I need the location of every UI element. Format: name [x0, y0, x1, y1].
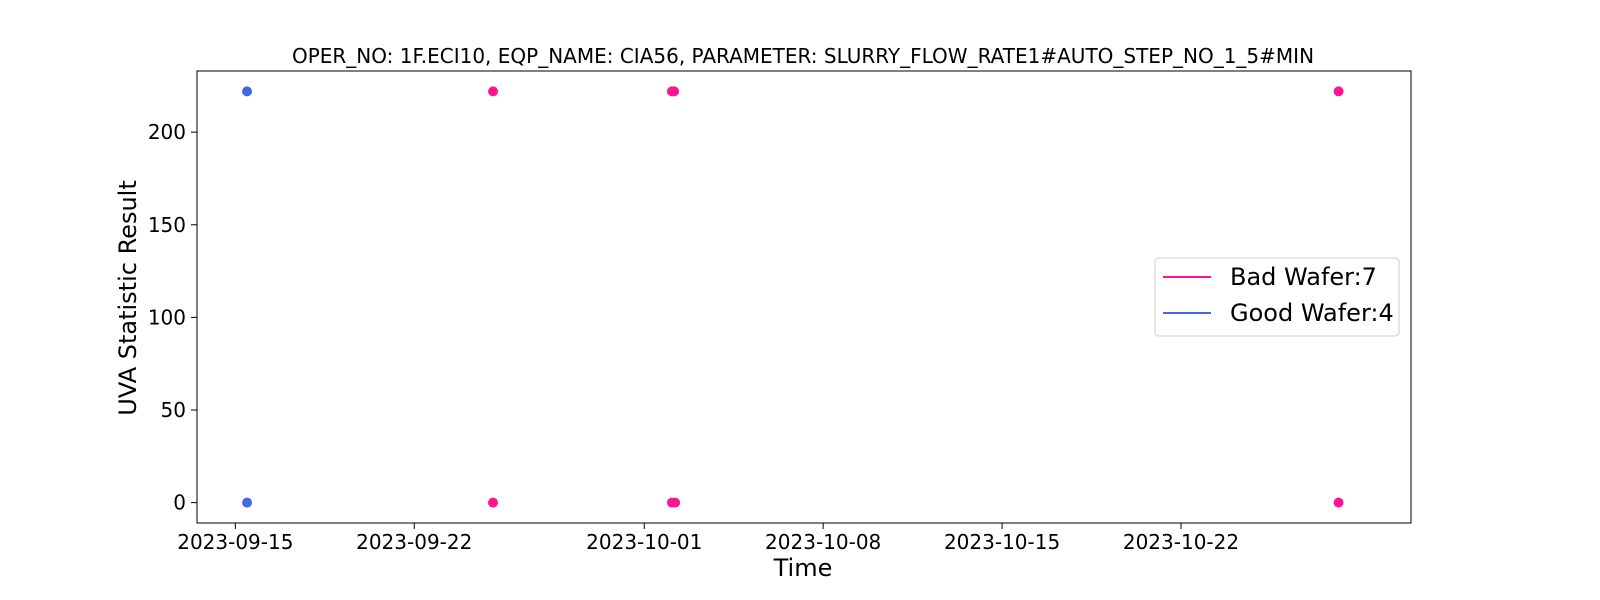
legend-label-bad-wafer: Bad Wafer:7: [1230, 263, 1377, 291]
x-axis-title: Time: [773, 554, 833, 582]
data-point: [242, 497, 253, 508]
y-axis-ticks: 0 50 100 150 200: [148, 120, 197, 515]
x-tick-label: 2023-10-22: [1123, 530, 1239, 554]
x-tick-label: 2023-09-15: [177, 530, 293, 554]
y-tick-label: 50: [161, 398, 186, 422]
data-point: [669, 86, 680, 97]
legend-frame: [1154, 257, 1400, 337]
legend: Bad Wafer:7 Good Wafer:4: [1154, 257, 1400, 337]
data-point: [242, 86, 253, 97]
y-tick-label: 0: [173, 491, 186, 515]
x-tick-label: 2023-10-15: [944, 530, 1060, 554]
plot-area: [196, 70, 1412, 524]
x-tick-label: 2023-09-22: [356, 530, 472, 554]
data-point: [488, 497, 499, 508]
data-point: [488, 86, 499, 97]
legend-label-good-wafer: Good Wafer:4: [1230, 299, 1394, 327]
data-point: [670, 497, 681, 508]
chart-title: OPER_NO: 1F.ECI10, EQP_NAME: CIA56, PARA…: [292, 44, 1314, 68]
x-axis-ticks: 2023-09-15 2023-09-22 2023-10-01 2023-10-08…: [177, 523, 1239, 554]
y-axis-title: UVA Statistic Result: [114, 180, 142, 416]
data-point: [1333, 497, 1344, 508]
y-tick-label: 100: [148, 305, 186, 329]
y-tick-label: 200: [148, 120, 186, 144]
data-points: [242, 86, 1344, 508]
x-tick-label: 2023-10-08: [765, 530, 881, 554]
x-tick-label: 2023-10-01: [586, 530, 702, 554]
data-point: [1333, 86, 1344, 97]
y-tick-label: 150: [148, 213, 186, 237]
